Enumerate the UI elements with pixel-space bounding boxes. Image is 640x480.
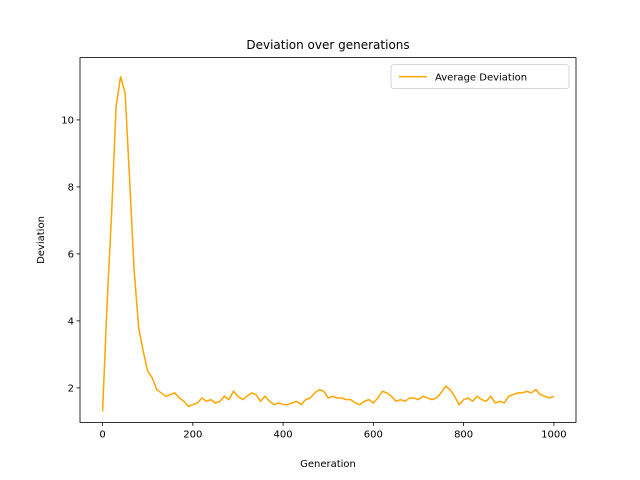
x-tick-label: 200 bbox=[183, 429, 202, 440]
y-tick-label: 6 bbox=[68, 249, 74, 260]
legend-label: Average Deviation bbox=[435, 73, 527, 84]
y-tick-label: 2 bbox=[68, 383, 74, 394]
y-axis-label: Deviation bbox=[36, 216, 47, 264]
x-tick-label: 400 bbox=[274, 429, 293, 440]
y-tick-label: 4 bbox=[68, 316, 74, 327]
chart-title: Deviation over generations bbox=[246, 38, 409, 52]
x-tick-label: 0 bbox=[99, 429, 105, 440]
x-tick-label: 800 bbox=[454, 429, 473, 440]
legend-box bbox=[390, 64, 570, 89]
plot-frame bbox=[79, 57, 577, 423]
x-tick-label: 1000 bbox=[541, 429, 566, 440]
x-tick-label: 600 bbox=[364, 429, 383, 440]
line-series bbox=[101, 76, 555, 412]
y-tick-label: 8 bbox=[68, 182, 74, 193]
x-axis-label: Generation bbox=[300, 459, 356, 470]
y-tick-label: 10 bbox=[61, 115, 74, 126]
